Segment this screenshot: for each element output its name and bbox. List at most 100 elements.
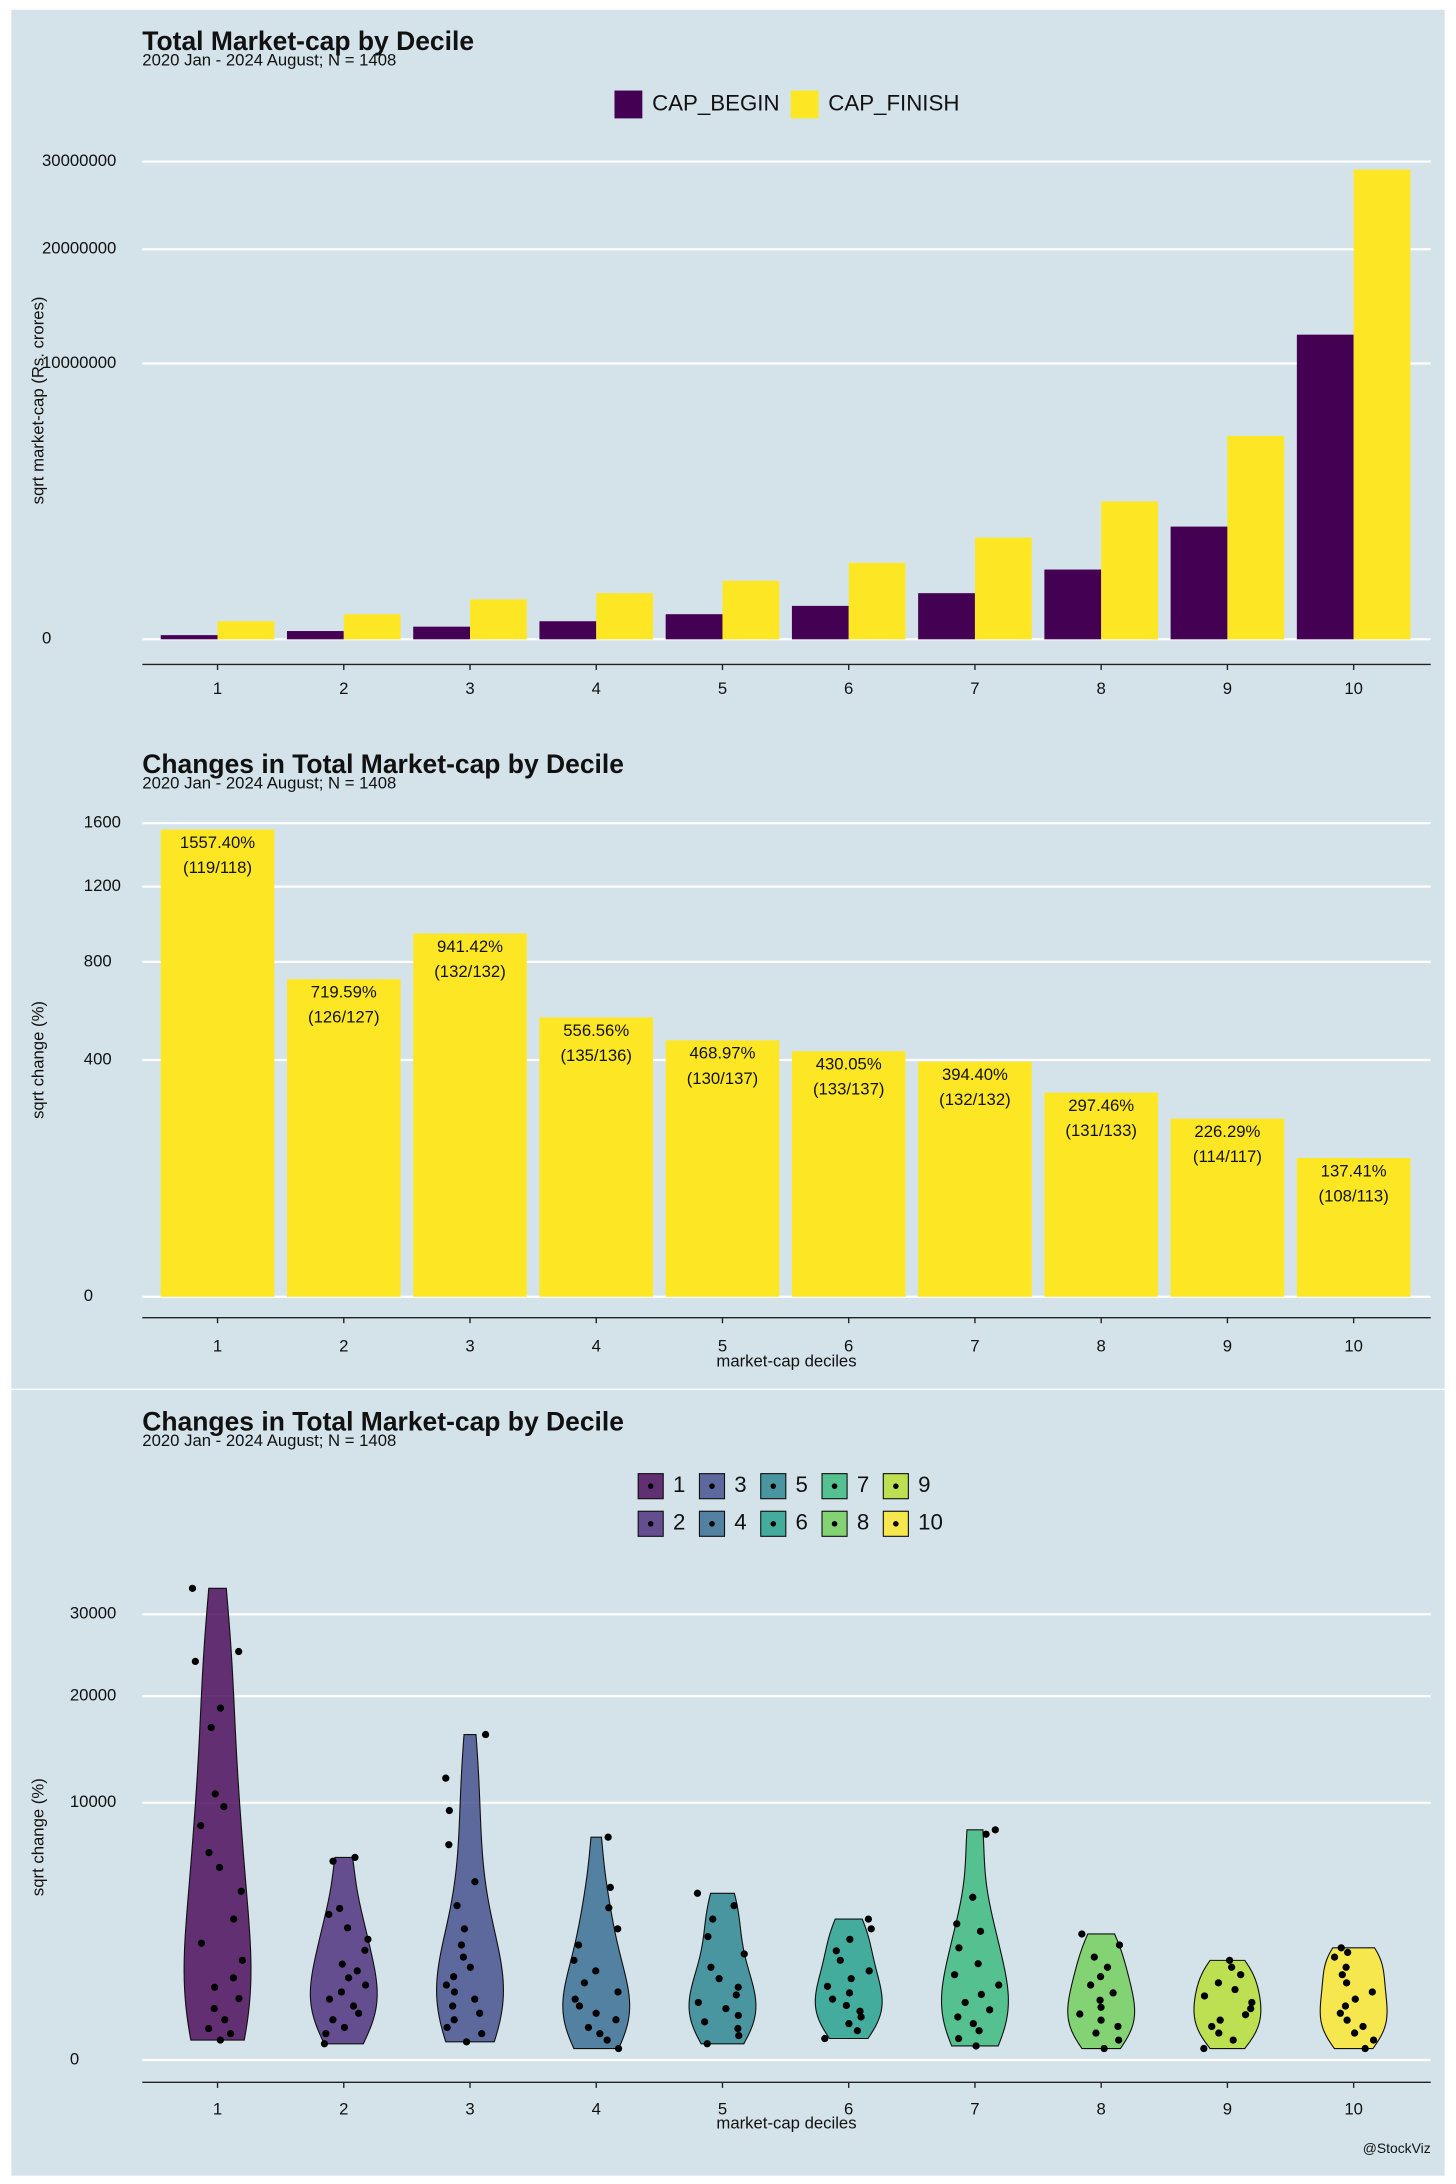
x-tick-label: 1	[213, 1336, 222, 1355]
point	[734, 2024, 742, 2033]
point	[235, 1647, 243, 1656]
bar	[286, 631, 344, 640]
point	[191, 1657, 199, 1665]
point	[732, 1991, 740, 1999]
point	[325, 1910, 333, 1919]
point	[220, 1802, 228, 1811]
point	[1092, 2029, 1100, 2037]
count-label: (126/127)	[308, 1008, 380, 1027]
legend-label: 8	[857, 1510, 869, 1535]
point	[821, 2034, 829, 2043]
y-tick-label: 10000	[70, 1792, 116, 1811]
chart-title: Total Market-cap by Decile	[142, 26, 474, 56]
legend-dot	[831, 1483, 838, 1489]
y-tick-label: 30000	[70, 1604, 116, 1623]
point	[823, 1982, 832, 1990]
point	[329, 2016, 337, 2024]
violin	[940, 1829, 1009, 2047]
x-tick-label: 1	[213, 2100, 222, 2119]
chart-title: Changes in Total Market-cap by Decile	[142, 1406, 624, 1436]
point	[1337, 1944, 1345, 1952]
point	[1078, 1930, 1086, 1938]
legend-label: 10	[918, 1510, 943, 1535]
x-tick-label: 6	[844, 679, 853, 698]
point	[1361, 2044, 1369, 2053]
x-tick-label: 2	[339, 2100, 348, 2119]
point	[210, 2004, 218, 2013]
point	[320, 2040, 329, 2048]
point	[215, 1863, 224, 1872]
point	[701, 2018, 709, 2026]
bar	[413, 933, 527, 1297]
point	[481, 1730, 490, 1739]
point	[1237, 1971, 1245, 1979]
value-label: 226.29%	[1194, 1122, 1260, 1141]
legend-dot	[647, 1521, 654, 1527]
point	[460, 1925, 469, 1933]
y-tick-label: 1600	[84, 813, 121, 832]
point	[1351, 1995, 1359, 2003]
y-axis-title: sqrt change (%)	[29, 1001, 48, 1119]
point	[857, 2013, 865, 2021]
value-label: 137.41%	[1321, 1161, 1387, 1180]
point	[580, 1979, 589, 1987]
violin	[1067, 1933, 1136, 2050]
x-tick-label: 9	[1223, 679, 1232, 698]
count-label: (132/132)	[939, 1090, 1011, 1109]
value-label: 468.97%	[690, 1044, 756, 1063]
point	[954, 2034, 963, 2043]
legend-dot	[709, 1521, 715, 1527]
point	[340, 2023, 349, 2032]
point	[1241, 2011, 1250, 2019]
point	[1097, 2016, 1105, 2024]
point	[205, 2024, 213, 2033]
point	[205, 1848, 213, 1857]
count-label: (132/132)	[434, 962, 506, 981]
bar	[217, 621, 275, 640]
point	[188, 1584, 197, 1592]
point	[974, 1960, 982, 1968]
bar	[286, 979, 401, 1297]
point	[445, 1841, 453, 1849]
point	[592, 2009, 600, 2017]
x-tick-label: 2	[339, 1336, 348, 1355]
bar	[1296, 1157, 1411, 1297]
x-tick-label: 4	[592, 679, 601, 698]
point	[1369, 2036, 1378, 2044]
chart-title: Changes in Total Market-cap by Decile	[142, 749, 624, 779]
point	[443, 2023, 451, 2032]
point	[349, 2002, 358, 2010]
y-tick-label: 30000000	[42, 151, 116, 170]
point	[450, 1988, 459, 1996]
point	[734, 1983, 742, 1991]
point	[364, 1935, 372, 1943]
point	[954, 2013, 962, 2021]
point	[955, 1944, 963, 1952]
y-tick-label: 0	[70, 2049, 79, 2068]
bar	[343, 614, 401, 640]
panel	[11, 1390, 1445, 2176]
legend-dot	[770, 1521, 777, 1527]
point	[1214, 1979, 1223, 1987]
chart-subtitle: 2020 Jan - 2024 August; N = 1408	[142, 1431, 396, 1450]
x-tick-label: 7	[970, 679, 979, 698]
point	[694, 1998, 702, 2007]
point	[210, 1983, 219, 1991]
point	[606, 1883, 614, 1892]
point	[977, 1990, 985, 1999]
point	[197, 1939, 206, 1947]
point	[969, 2020, 977, 2028]
x-tick-label: 5	[718, 679, 727, 698]
point	[982, 1830, 990, 1838]
point	[707, 1963, 715, 1971]
point	[614, 2044, 623, 2053]
point	[197, 1821, 205, 1830]
point	[230, 1915, 238, 1923]
point	[969, 1893, 977, 1901]
point	[828, 1995, 837, 2003]
point	[1359, 2022, 1367, 2031]
point	[354, 2009, 363, 2017]
point	[734, 2011, 742, 2020]
point	[995, 1981, 1003, 1989]
